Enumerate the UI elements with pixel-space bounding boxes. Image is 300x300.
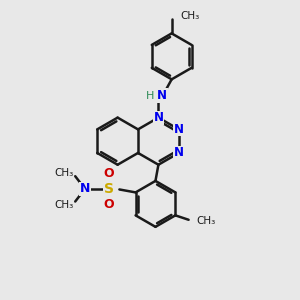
Text: O: O: [103, 198, 114, 211]
Text: N: N: [174, 123, 184, 136]
Text: N: N: [80, 182, 90, 195]
Text: N: N: [157, 89, 167, 102]
Text: N: N: [153, 111, 164, 124]
Text: S: S: [104, 182, 114, 196]
Text: H: H: [146, 91, 154, 100]
Text: N: N: [174, 146, 184, 159]
Text: N: N: [174, 123, 184, 136]
Text: CH₃: CH₃: [196, 216, 215, 226]
Text: CH₃: CH₃: [55, 168, 74, 178]
Text: O: O: [103, 167, 114, 180]
Text: CH₃: CH₃: [55, 200, 74, 210]
Text: CH₃: CH₃: [180, 11, 199, 21]
